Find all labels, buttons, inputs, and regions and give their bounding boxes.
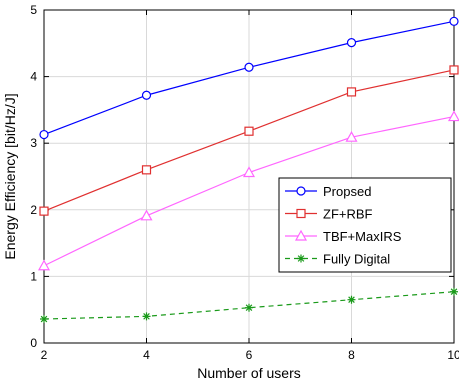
x-axis-label: Number of users — [197, 365, 300, 381]
x-tick-label: 8 — [348, 348, 355, 362]
data-point-fully-digital — [450, 287, 458, 296]
data-point-propsed — [141, 90, 152, 100]
legend-label-zf-rbf: ZF+RBF — [323, 207, 373, 222]
legend-marker-tbf-maxirs — [294, 229, 308, 241]
legend-label-fully-digital: Fully Digital — [323, 252, 390, 267]
y-tick-label: 1 — [30, 269, 37, 283]
data-point-zf-rbf — [39, 206, 49, 216]
legend-box — [278, 177, 452, 273]
data-point-fully-digital — [245, 303, 253, 312]
series-fully-digital — [40, 287, 458, 324]
series-propsed — [39, 16, 459, 140]
x-tick-label: 4 — [143, 348, 150, 362]
data-point-fully-digital — [40, 315, 48, 324]
y-tick-label: 0 — [30, 336, 37, 350]
legend-marker-propsed — [296, 186, 306, 196]
legend-label-propsed: Propsed — [323, 184, 371, 199]
data-point-tbf-maxirs — [345, 130, 358, 142]
y-tick-label: 5 — [30, 3, 37, 17]
series-tbf-maxirs — [37, 110, 459, 271]
data-point-zf-rbf — [141, 165, 152, 175]
data-point-propsed — [39, 129, 49, 140]
data-point-propsed — [449, 16, 459, 26]
data-point-propsed — [244, 62, 254, 72]
x-tick-label: 2 — [41, 348, 48, 362]
y-axis-label: Energy Efficiency [bit/Hz/J] — [2, 93, 18, 259]
data-point-tbf-maxirs — [242, 166, 256, 178]
data-point-zf-rbf — [449, 65, 459, 75]
x-tick-label: 6 — [246, 348, 253, 362]
data-point-tbf-maxirs — [37, 259, 51, 271]
y-tick-label: 3 — [30, 136, 37, 150]
data-point-propsed — [346, 38, 357, 48]
data-point-zf-rbf — [244, 126, 254, 136]
series-zf-rbf — [39, 65, 459, 216]
x-tick-label: 10 — [447, 348, 459, 362]
legend: Propsed ZF+RBF TBF+MaxIRS Fully Digital — [278, 177, 452, 273]
data-point-zf-rbf — [346, 87, 357, 97]
data-point-fully-digital — [142, 312, 151, 321]
data-point-fully-digital — [347, 295, 356, 304]
y-tick-label: 2 — [30, 203, 37, 217]
data-point-tbf-maxirs — [140, 209, 153, 221]
legend-marker-fully-digital — [297, 254, 305, 263]
series-line-fully-digital — [43, 291, 455, 320]
legend-marker-zf-rbf — [296, 208, 306, 219]
legend-label-tbf-maxirs: TBF+MaxIRS — [323, 229, 402, 244]
data-point-tbf-maxirs — [447, 110, 459, 122]
y-tick-label: 4 — [30, 70, 37, 84]
